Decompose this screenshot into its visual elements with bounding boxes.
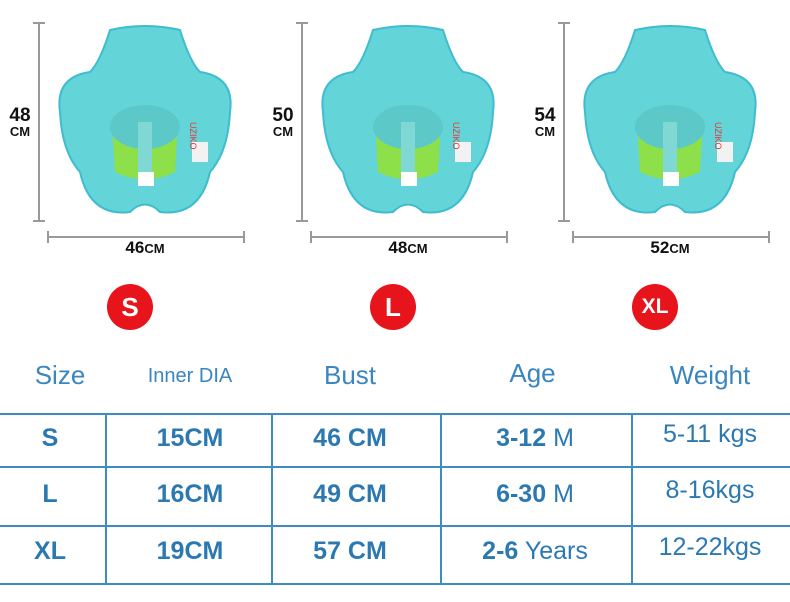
table-line [0, 583, 790, 585]
table-divider [440, 414, 442, 585]
width-label: 52CM [650, 238, 690, 257]
width-label: 46CM [125, 238, 165, 257]
width-label: 48CM [388, 238, 428, 257]
cell-size: XL [34, 537, 66, 565]
size-badge: L [370, 284, 416, 330]
table-line [0, 525, 790, 527]
cell-age: 3-12 M [496, 424, 574, 452]
cell-weight: 8-16kgs [665, 476, 755, 504]
float-image: UZIKO [313, 22, 503, 227]
svg-text:UZIKO: UZIKO [713, 122, 723, 150]
cell-inner-dia: 15CM [156, 424, 224, 452]
cell-weight: 5-11 kgs [662, 420, 758, 448]
header-age: Age [509, 358, 556, 388]
height-label: 50 CM [272, 105, 294, 139]
header-weight: Weight [669, 360, 751, 390]
table-divider [271, 414, 273, 585]
cell-bust: 57 CM [313, 537, 387, 565]
header-inner-dia: Inner DIA [147, 365, 233, 387]
cell-inner-dia: 16CM [156, 480, 224, 508]
cell-age: 6-30 M [496, 480, 574, 508]
float-image: UZIKO [575, 22, 765, 227]
cell-inner-dia: 19CM [156, 537, 224, 565]
table-line [0, 413, 790, 415]
size-badge: XL [632, 284, 678, 330]
height-dimension-line [296, 22, 308, 222]
height-dimension-line [33, 22, 45, 222]
height-label: 48 CM [9, 105, 31, 139]
size-badge: S [107, 284, 153, 330]
width-dimension-line [47, 231, 245, 243]
table-divider [105, 414, 107, 585]
cell-size: L [42, 480, 58, 508]
width-dimension-line [572, 231, 770, 243]
height-dimension-line [558, 22, 570, 222]
table-line [0, 466, 790, 468]
height-label: 54 CM [534, 105, 556, 139]
svg-text:UZIKO: UZIKO [451, 122, 461, 150]
float-image: UZIKO [50, 22, 240, 227]
cell-size: S [41, 424, 59, 452]
cell-weight: 12-22kgs [658, 533, 762, 561]
cell-bust: 46 CM [313, 424, 387, 452]
svg-text:UZIKO: UZIKO [188, 122, 198, 150]
cell-bust: 49 CM [313, 480, 387, 508]
header-size: Size [34, 360, 86, 390]
header-bust: Bust [323, 360, 377, 390]
cell-age: 2-6 Years [482, 537, 588, 565]
table-divider [631, 414, 633, 585]
width-dimension-line [310, 231, 508, 243]
